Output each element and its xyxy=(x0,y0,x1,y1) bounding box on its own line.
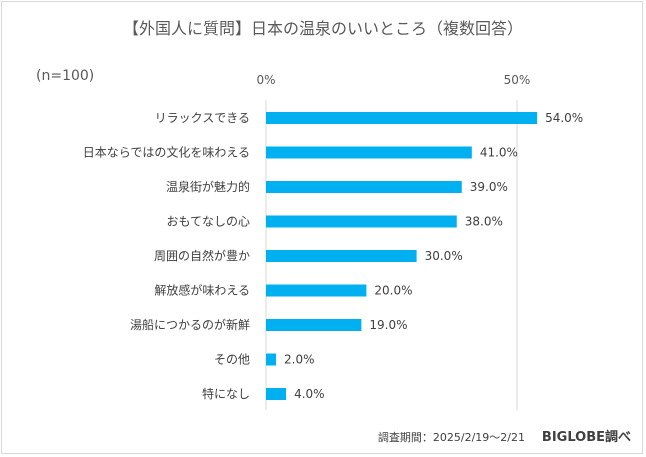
category-label: 周囲の自然が豊か xyxy=(154,248,250,263)
category-label: おもてなしの心 xyxy=(166,215,250,229)
category-label: 解放感が味わえる xyxy=(154,283,250,298)
value-label: 19.0% xyxy=(369,318,407,332)
value-label: 41.0% xyxy=(480,146,518,160)
category-label: 特になし xyxy=(202,386,250,401)
source-credit: BIGLOBE調べ xyxy=(542,429,631,445)
survey-period: 調査期間：2025/2/19～2/21 xyxy=(378,430,525,444)
value-label: 39.0% xyxy=(470,180,508,194)
value-label: 2.0% xyxy=(284,353,315,367)
value-label: 38.0% xyxy=(465,215,503,229)
value-label: 4.0% xyxy=(294,387,325,401)
value-label: 30.0% xyxy=(425,249,463,263)
category-label: 日本ならではの文化を味わえる xyxy=(83,145,250,160)
value-label: 20.0% xyxy=(374,284,412,298)
category-label: その他 xyxy=(214,353,250,367)
value-label: 54.0% xyxy=(545,111,583,125)
bar xyxy=(266,319,362,331)
bar xyxy=(266,181,462,193)
bar xyxy=(266,388,287,400)
bar xyxy=(266,284,367,297)
x-tick-label: 50% xyxy=(504,73,531,87)
bar xyxy=(266,146,472,159)
bar xyxy=(266,250,417,262)
chart-title: 【外国人に質問】日本の温泉のいいところ（複数回答） xyxy=(123,19,523,38)
category-label: 湯船につかるのが新鮮 xyxy=(130,317,250,332)
category-label: リラックスできる xyxy=(155,111,250,125)
bar xyxy=(266,353,277,366)
sample-size-note: (n=100) xyxy=(36,68,94,84)
x-tick-label: 0% xyxy=(256,73,275,87)
bar xyxy=(266,112,538,124)
bar xyxy=(266,215,457,228)
category-label: 温泉街が魅力的 xyxy=(166,179,250,194)
